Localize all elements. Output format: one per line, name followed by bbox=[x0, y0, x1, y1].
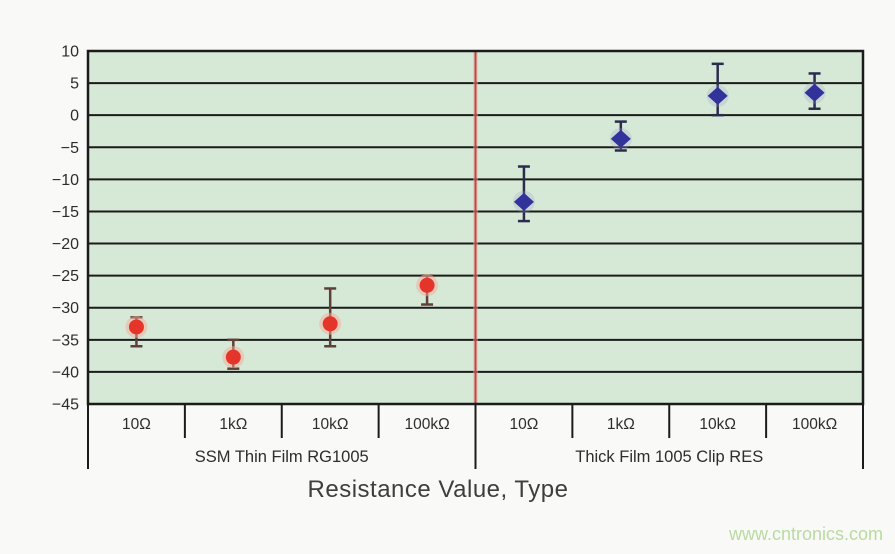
y-tick-label: 5 bbox=[70, 76, 79, 93]
y-tick-label: 0 bbox=[70, 108, 79, 125]
y-tick-label: −40 bbox=[52, 364, 79, 381]
group-label: Thick Film 1005 Clip RES bbox=[575, 448, 763, 466]
watermark: www.cntronics.com bbox=[728, 524, 883, 544]
y-tick-label: −25 bbox=[52, 268, 79, 285]
group-label: SSM Thin Film RG1005 bbox=[195, 448, 369, 466]
category-label: 100kΩ bbox=[792, 416, 837, 433]
x-axis-title: Resistance Value, Type bbox=[307, 476, 569, 503]
category-label: 1kΩ bbox=[607, 416, 635, 433]
y-tick-label: −30 bbox=[52, 300, 79, 317]
y-tick-label: −20 bbox=[52, 236, 79, 253]
y-tick-label: 10 bbox=[61, 44, 79, 61]
category-label: 10Ω bbox=[510, 416, 539, 433]
y-tick-label: −45 bbox=[52, 397, 79, 414]
y-tick-label: −10 bbox=[52, 172, 79, 189]
y-tick-label: −5 bbox=[61, 140, 79, 157]
category-label: 10kΩ bbox=[699, 416, 736, 433]
marker-diamond bbox=[707, 86, 728, 105]
category-label: 100kΩ bbox=[404, 416, 449, 433]
category-label: 1kΩ bbox=[219, 416, 247, 433]
marker-diamond bbox=[610, 129, 631, 148]
y-tick-label: −15 bbox=[52, 204, 79, 221]
marker-circle bbox=[225, 349, 241, 365]
marker-diamond bbox=[804, 83, 825, 102]
marker-circle bbox=[322, 316, 338, 332]
marker-circle bbox=[128, 319, 144, 335]
marker-circle bbox=[419, 277, 435, 293]
category-label: 10Ω bbox=[122, 416, 151, 433]
marker-diamond bbox=[513, 192, 534, 211]
category-label: 10kΩ bbox=[312, 416, 349, 433]
y-tick-label: −35 bbox=[52, 332, 79, 349]
